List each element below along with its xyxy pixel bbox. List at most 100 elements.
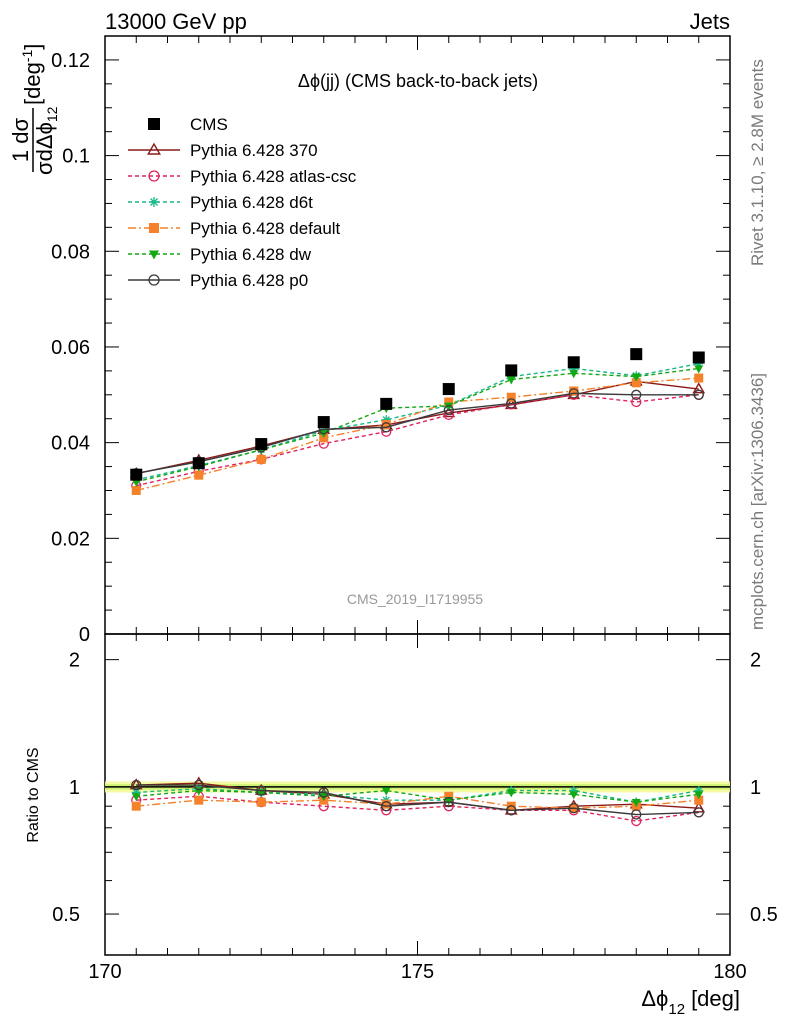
y-axis-label: 1 dσ σdΔϕ12 [deg-1] xyxy=(8,44,60,175)
y-tick-label: 0.12 xyxy=(51,50,90,72)
data-point xyxy=(506,398,517,409)
data-point xyxy=(194,470,204,480)
y-tick-label: 0.06 xyxy=(51,337,90,359)
data-point xyxy=(506,805,517,816)
data-point xyxy=(693,389,704,400)
data-point xyxy=(380,397,393,410)
data-point xyxy=(567,356,580,369)
data-point xyxy=(131,478,141,487)
ratio-y-tick-label: 0.5 xyxy=(52,904,80,926)
series-2 xyxy=(131,389,704,491)
data-point xyxy=(569,386,579,396)
watermark: CMS_2019_I1719955 xyxy=(347,591,483,607)
series-3 xyxy=(131,359,704,485)
y-axis-label-num: 1 dσ xyxy=(8,118,33,163)
header-left: 13000 GeV pp xyxy=(105,9,247,34)
data-point xyxy=(631,389,642,400)
x-axis-label-unit: [deg] xyxy=(691,986,740,1011)
data-point xyxy=(318,787,329,798)
legend-label: Pythia 6.428 d6t xyxy=(190,193,313,212)
series-line xyxy=(136,392,699,474)
x-axis-label-main: Δϕ xyxy=(641,986,668,1011)
ratio-panel: 170 175 180 0.5 0.5 1 1 2 2 xyxy=(52,633,778,983)
ratio-series-line xyxy=(136,789,699,803)
data-point xyxy=(692,382,706,394)
main-panel: 0 0.02 0.04 0.06 0.08 0.1 0.12 xyxy=(51,35,731,955)
data-point xyxy=(381,787,391,796)
header-right: Jets xyxy=(690,9,730,34)
data-point xyxy=(381,419,391,429)
x-axis-label-sub: 12 xyxy=(668,1001,685,1018)
data-point xyxy=(444,397,454,407)
data-point xyxy=(381,422,392,433)
data-point xyxy=(443,797,454,808)
data-point xyxy=(442,795,456,807)
series-5 xyxy=(131,365,704,487)
ratio-frame xyxy=(104,633,731,956)
series-line xyxy=(136,394,699,487)
data-point xyxy=(631,378,641,388)
data-point xyxy=(131,779,142,791)
ratio-series-line xyxy=(136,795,699,809)
legend-item: CMS xyxy=(148,115,228,134)
x-axis-label: Δϕ12 [deg] xyxy=(641,986,740,1018)
x-tick-label: 175 xyxy=(401,961,434,983)
y-tick-label: 0.1 xyxy=(62,146,90,168)
legend-item: Pythia 6.428 d6t xyxy=(128,193,313,212)
data-point xyxy=(569,370,579,379)
data-point xyxy=(693,807,704,818)
data-point xyxy=(192,457,205,470)
data-point xyxy=(694,791,704,800)
data-point xyxy=(148,274,160,286)
ratio-y-tick-label: 1 xyxy=(69,777,80,799)
y-axis-label-den-sub: 12 xyxy=(44,106,60,122)
data-point xyxy=(381,799,391,809)
legend-label: Pythia 6.428 370 xyxy=(190,141,318,160)
data-point xyxy=(442,406,456,418)
legend-item: Pythia 6.428 default xyxy=(128,219,341,238)
ratio-y-tick-label: 2 xyxy=(69,650,80,672)
data-point xyxy=(631,809,642,820)
ratio-series-line xyxy=(136,787,699,803)
ratio-y-tick-label-right: 0.5 xyxy=(750,904,778,926)
ratio-series-line xyxy=(136,782,699,812)
legend-label: Pythia 6.428 atlas-csc xyxy=(190,167,357,186)
series-0 xyxy=(130,348,705,481)
data-point xyxy=(147,142,161,155)
ratio-series-line xyxy=(136,795,699,822)
data-point xyxy=(505,364,518,377)
y-axis-label-den: σdΔϕ12 xyxy=(32,106,60,175)
data-point xyxy=(255,438,268,451)
ratio-y-axis-label: Ratio to CMS xyxy=(25,747,42,842)
data-point xyxy=(131,793,141,802)
series-line xyxy=(136,377,699,492)
legend-label: Pythia 6.428 p0 xyxy=(190,271,308,290)
data-point xyxy=(149,250,159,260)
data-point xyxy=(130,468,143,481)
data-point xyxy=(149,223,159,233)
y-tick-label: 0 xyxy=(79,624,90,646)
x-tick-label: 180 xyxy=(713,961,746,983)
legend-label: CMS xyxy=(190,115,228,134)
data-point xyxy=(256,785,267,796)
ratio-series-6 xyxy=(131,779,704,820)
legend-label: Pythia 6.428 dw xyxy=(190,245,312,264)
data-point xyxy=(442,383,455,396)
y-axis-label-unit-main: [deg xyxy=(20,62,45,105)
series-line xyxy=(136,367,699,483)
data-point xyxy=(444,797,454,806)
legend-item: Pythia 6.428 dw xyxy=(128,245,312,264)
legend-item: Pythia 6.428 atlas-csc xyxy=(128,167,357,186)
data-point xyxy=(506,376,516,385)
data-point xyxy=(256,454,266,464)
y-tick-label: 0.02 xyxy=(51,528,90,550)
y-axis-label-unit-sup: -1 xyxy=(19,50,35,63)
rivet-label: Rivet 3.1.10, ≥ 2.8M events xyxy=(748,59,767,266)
legend: CMS Pythia 6.428 370 Pythia 6.428 atlas-cs… xyxy=(128,115,357,290)
legend-item: Pythia 6.428 370 xyxy=(128,141,318,160)
data-point xyxy=(381,801,392,812)
data-point xyxy=(193,779,204,791)
data-point xyxy=(631,815,642,827)
x-tick-label: 170 xyxy=(88,961,121,983)
series-line xyxy=(136,363,699,481)
